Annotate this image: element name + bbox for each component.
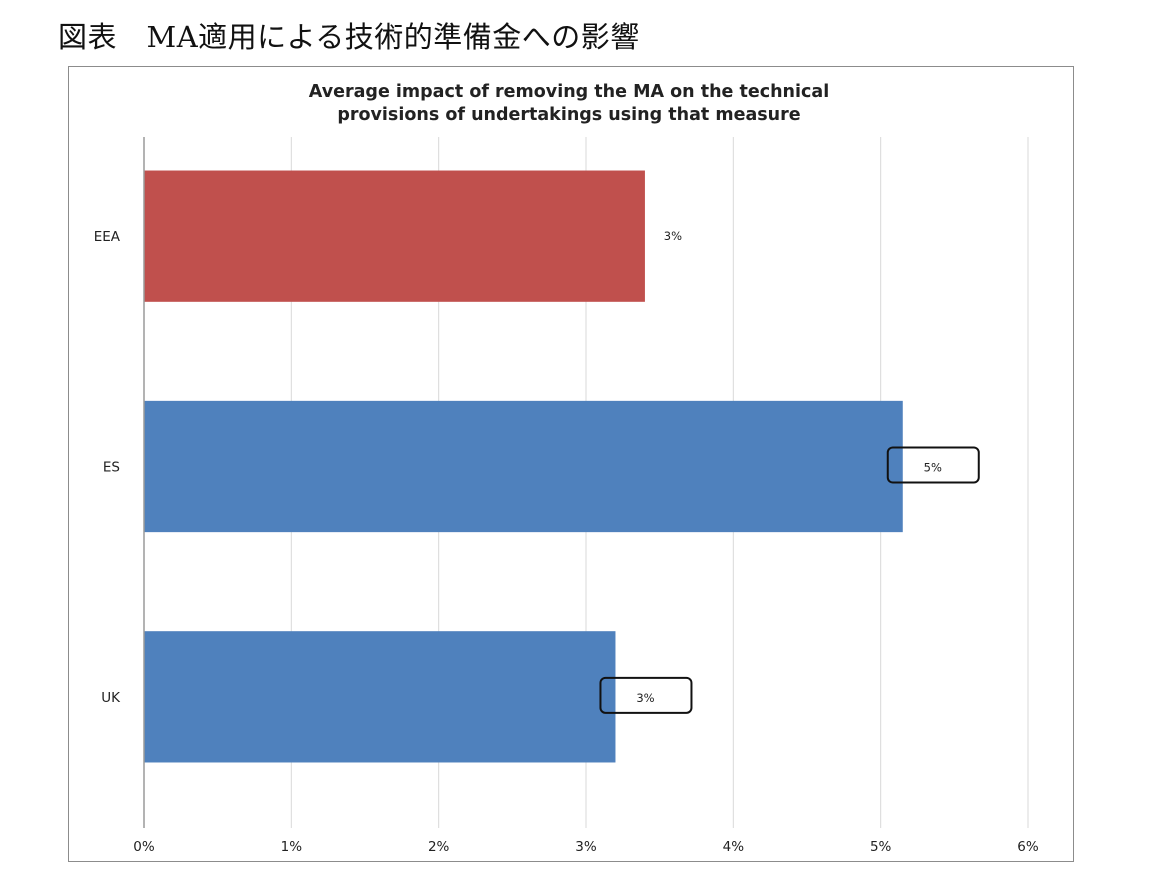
x-tick-label: 3% bbox=[575, 839, 597, 855]
chart-title-line: Average impact of removing the MA on the… bbox=[309, 82, 829, 102]
y-tick-label: EEA bbox=[94, 229, 121, 245]
data-label: 3% bbox=[636, 691, 654, 705]
bar-uk bbox=[144, 631, 616, 763]
chart-title: Average impact of removing the MA on the… bbox=[309, 82, 829, 125]
x-tick-label: 4% bbox=[723, 839, 745, 855]
bar-eea bbox=[144, 170, 645, 302]
x-tick-label: 0% bbox=[133, 839, 155, 855]
data-label-highlight-box bbox=[599, 676, 693, 714]
x-axis-labels: 0% 1% 2% 3% 4% 5% 6% bbox=[133, 839, 1039, 855]
x-tick-label: 2% bbox=[428, 839, 450, 855]
x-tick-label: 5% bbox=[870, 839, 892, 855]
chart-frame bbox=[68, 66, 1074, 862]
y-tick-label: UK bbox=[101, 690, 121, 706]
figure-caption: 図表 MA適用による技術的準備金への影響 bbox=[58, 20, 640, 54]
y-tick-label: ES bbox=[103, 460, 120, 476]
x-tick-label: 1% bbox=[281, 839, 303, 855]
y-axis-labels: EEA ES UK bbox=[94, 229, 121, 706]
x-tick-label: 6% bbox=[1017, 839, 1039, 855]
bar-es bbox=[144, 400, 903, 533]
data-label: 3% bbox=[664, 229, 682, 243]
data-label-highlight-box bbox=[886, 446, 980, 484]
data-label: 5% bbox=[924, 461, 942, 475]
bars bbox=[144, 170, 903, 763]
chart-title-line: provisions of undertakings using that me… bbox=[337, 105, 800, 125]
data-labels: 3% 5% 3% bbox=[599, 229, 980, 714]
